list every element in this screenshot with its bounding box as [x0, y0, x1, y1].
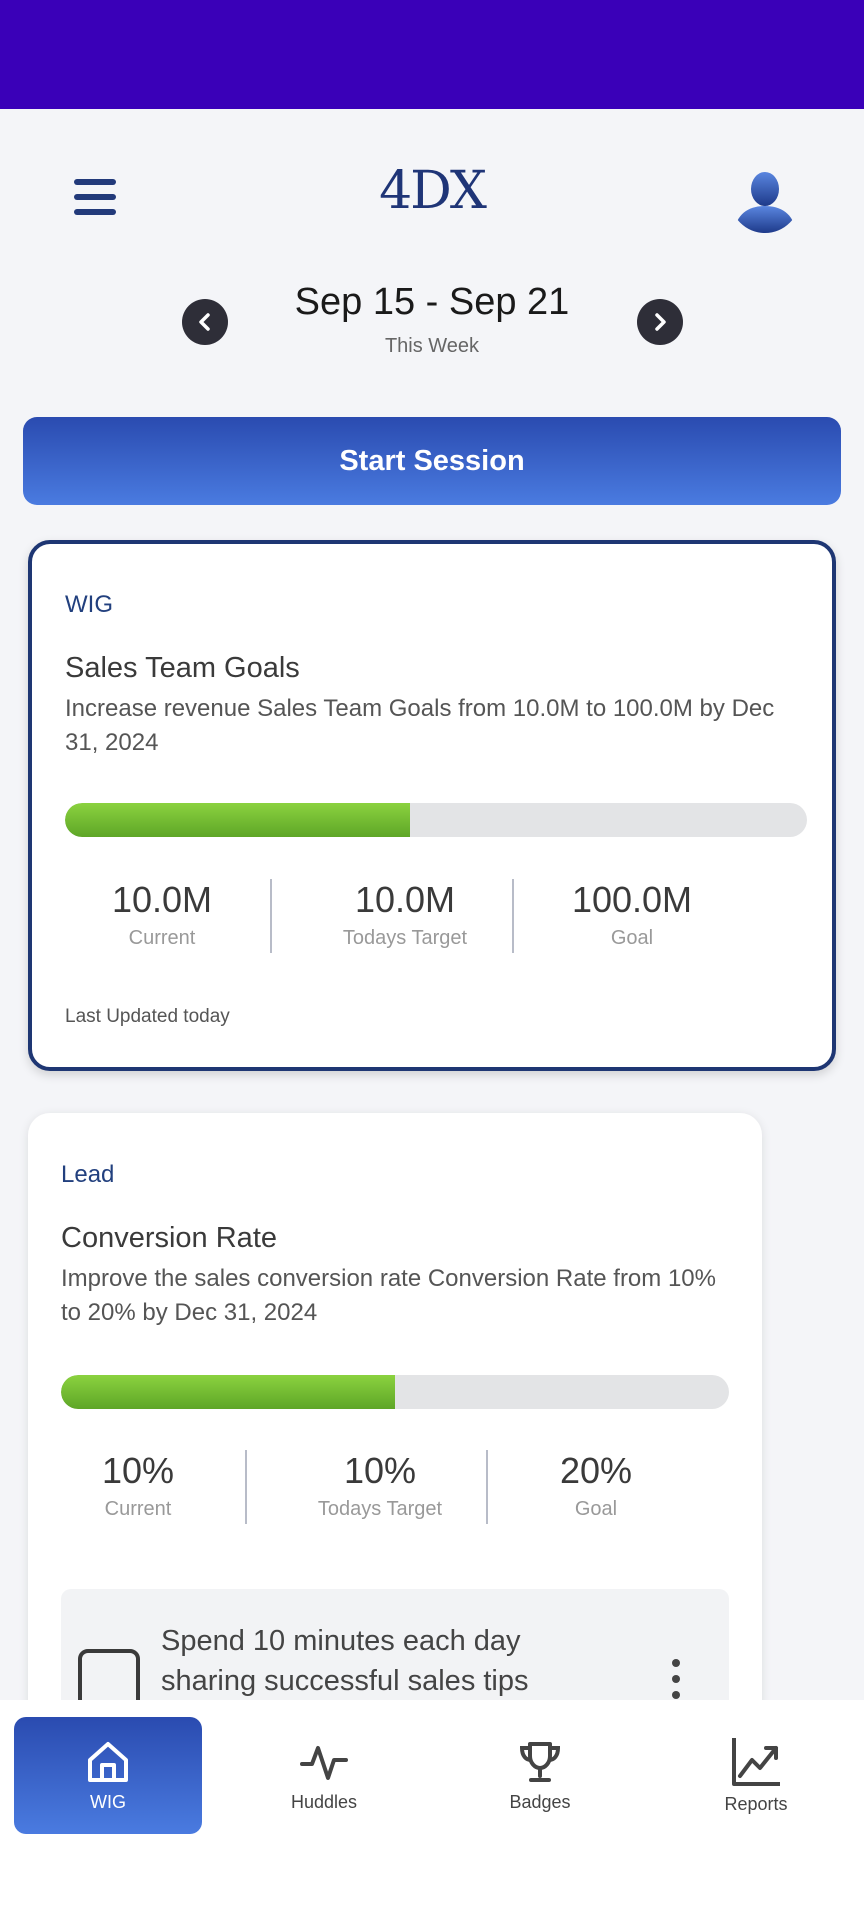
week-label: This Week: [384, 335, 480, 357]
chart-icon: [732, 1738, 780, 1786]
lead-card[interactable]: Lead Conversion Rate Improve the sales c…: [28, 1113, 762, 1813]
card-description: Improve the sales conversion rate Conver…: [61, 1265, 716, 1326]
week-navigator: Sep 15 - Sep 21 This Week: [0, 279, 864, 379]
user-avatar-icon[interactable]: [730, 163, 800, 233]
progress-fill: [61, 1375, 395, 1409]
hamburger-menu-icon[interactable]: [66, 173, 124, 221]
stat-divider: [512, 879, 514, 953]
trophy-icon: [519, 1742, 561, 1782]
progress-bar: [61, 1375, 729, 1409]
chevron-right-icon: [655, 313, 666, 331]
nav-label: WIG: [90, 1792, 126, 1812]
stat-value: 10.0M: [111, 879, 213, 920]
stat-label: Goal: [574, 1498, 618, 1520]
stat-label: Goal: [610, 927, 654, 949]
stat-label: Current: [104, 1498, 172, 1520]
week-range: Sep 15 - Sep 21: [294, 281, 570, 323]
stat-value: 10%: [101, 1450, 175, 1491]
stat-value: 100.0M: [571, 879, 693, 920]
nav-item-reports[interactable]: Reports: [662, 1717, 850, 1834]
stat-value: 10.0M: [354, 879, 456, 920]
stat-label: Todays Target: [342, 927, 468, 949]
card-title: Conversion Rate: [61, 1222, 277, 1254]
card-type-label: Lead: [61, 1161, 115, 1188]
stat-label: Current: [128, 927, 196, 949]
more-options-icon[interactable]: [666, 1659, 686, 1699]
nav-item-huddles[interactable]: Huddles: [230, 1717, 418, 1834]
bottom-navigation: WIG Huddles Badges Reports: [0, 1700, 864, 1920]
card-description: Increase revenue Sales Team Goals from 1…: [65, 695, 775, 756]
progress-bar: [65, 803, 807, 837]
start-session-button[interactable]: Start Session: [23, 417, 841, 505]
stat-divider: [270, 879, 272, 953]
nav-label: Badges: [509, 1792, 571, 1812]
app-logo: 4DX: [379, 161, 487, 221]
chevron-left-icon: [199, 313, 210, 331]
status-bar: [0, 0, 864, 109]
stat-divider: [486, 1450, 488, 1524]
app-header: 4DX: [0, 109, 864, 279]
activity-icon: [300, 1746, 348, 1780]
progress-fill: [65, 803, 411, 837]
stat-goal: 100.0M Goal: [552, 879, 712, 950]
stat-goal: 20% Goal: [536, 1450, 656, 1521]
next-week-button[interactable]: [637, 299, 683, 345]
stat-value: 10%: [343, 1450, 417, 1491]
stat-label: Todays Target: [317, 1498, 443, 1520]
stat-divider: [245, 1450, 247, 1524]
nav-label: Huddles: [290, 1792, 358, 1812]
home-icon: [88, 1742, 128, 1782]
nav-item-wig[interactable]: WIG: [14, 1717, 202, 1834]
nav-item-badges[interactable]: Badges: [446, 1717, 634, 1834]
stat-todays-target: 10.0M Todays Target: [315, 879, 495, 950]
card-title: Sales Team Goals: [65, 652, 300, 684]
wig-card[interactable]: WIG Sales Team Goals Increase revenue Sa…: [28, 540, 836, 1071]
stat-current: 10.0M Current: [92, 879, 232, 950]
task-text: Spend 10 minutes each day sharing succes…: [161, 1625, 529, 1697]
last-updated-text: Last Updated today: [65, 1006, 230, 1027]
previous-week-button[interactable]: [182, 299, 228, 345]
stat-current: 10% Current: [78, 1450, 198, 1521]
card-type-label: WIG: [65, 591, 113, 618]
stat-todays-target: 10% Todays Target: [290, 1450, 470, 1521]
nav-label: Reports: [724, 1794, 788, 1814]
stat-value: 20%: [559, 1450, 633, 1491]
